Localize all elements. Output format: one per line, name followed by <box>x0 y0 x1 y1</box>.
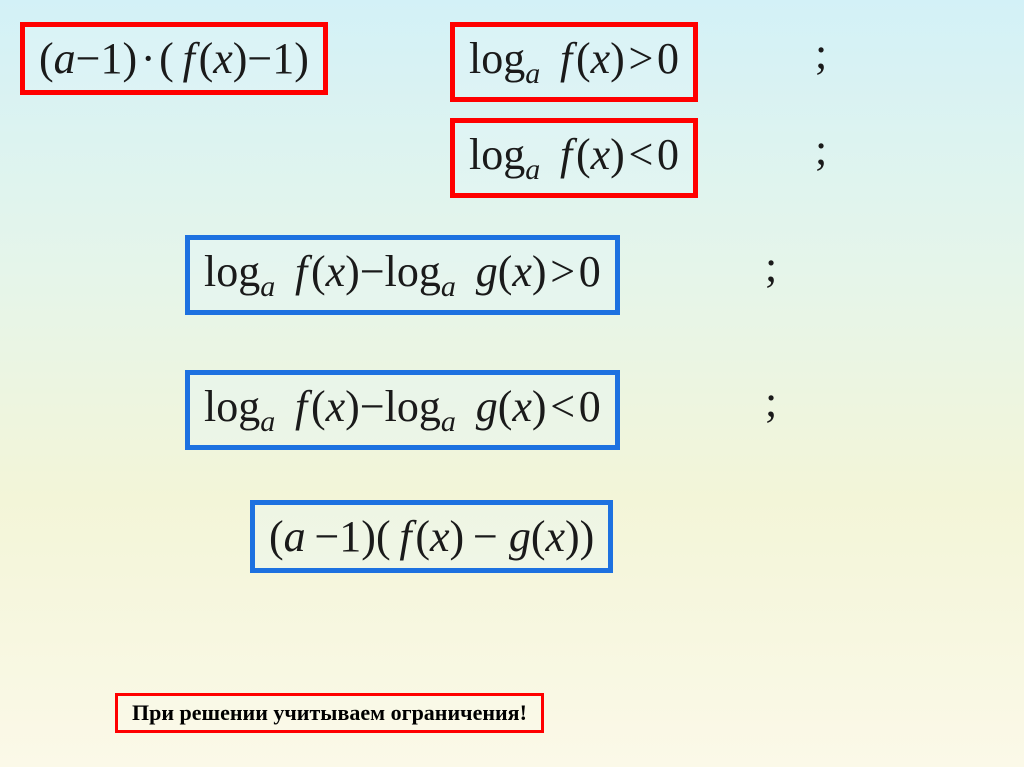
x: x <box>512 247 532 296</box>
minus: − <box>247 34 272 83</box>
a: a <box>284 512 306 561</box>
rp: ) <box>345 382 360 431</box>
gt: > <box>550 247 575 296</box>
a: a <box>54 34 76 83</box>
lp: ( <box>531 512 546 561</box>
formula-box-4: loga f (x)−loga g(x) > 0 <box>185 235 620 315</box>
g: g <box>476 247 498 296</box>
note-box: При решении учитываем ограничения! <box>115 693 544 733</box>
f: f <box>560 34 572 83</box>
zero: 0 <box>657 130 679 179</box>
f: f <box>295 247 307 296</box>
log: log <box>385 247 441 296</box>
one: 1 <box>339 512 361 561</box>
zero: 0 <box>657 34 679 83</box>
dot: · <box>141 34 156 83</box>
x: x <box>213 34 233 83</box>
lp: ( <box>576 130 591 179</box>
lp: ( <box>311 382 326 431</box>
rp: ) <box>122 34 137 83</box>
minus: − <box>473 512 498 561</box>
sub-a: a <box>525 57 540 90</box>
minus: − <box>360 382 385 431</box>
log: log <box>469 130 525 179</box>
rp: ) <box>532 247 547 296</box>
note-text: При решении учитываем ограничения! <box>132 700 527 725</box>
minus: − <box>314 512 339 561</box>
x: x <box>512 382 532 431</box>
log: log <box>385 382 441 431</box>
lp: ( <box>159 34 174 83</box>
rp: ) <box>580 512 595 561</box>
rp: ) <box>610 34 625 83</box>
one: 1 <box>272 34 294 83</box>
minus: − <box>76 34 101 83</box>
lp: ( <box>498 382 513 431</box>
f: f <box>183 34 195 83</box>
log: log <box>204 382 260 431</box>
x: x <box>545 512 565 561</box>
formula-2-suffix: ; <box>815 28 827 79</box>
f: f <box>295 382 307 431</box>
lp: ( <box>269 512 284 561</box>
sub-a: a <box>525 153 540 186</box>
rp: ) <box>565 512 580 561</box>
x: x <box>591 130 611 179</box>
formula-box-3: loga f (x) < 0 <box>450 118 698 198</box>
log: log <box>469 34 525 83</box>
sub-a: a <box>441 405 456 438</box>
x: x <box>326 382 346 431</box>
log: log <box>204 247 260 296</box>
formula-box-2: loga f (x) > 0 <box>450 22 698 102</box>
x: x <box>430 512 450 561</box>
lp: ( <box>311 247 326 296</box>
f: f <box>399 512 411 561</box>
lp: ( <box>498 247 513 296</box>
lp: ( <box>415 512 430 561</box>
lp: ( <box>376 512 391 561</box>
rp: ) <box>345 247 360 296</box>
lp: ( <box>39 34 54 83</box>
lp: ( <box>576 34 591 83</box>
gt: > <box>629 34 654 83</box>
minus: − <box>360 247 385 296</box>
formula-4-suffix: ; <box>765 241 777 292</box>
one: 1 <box>100 34 122 83</box>
lt: < <box>550 382 575 431</box>
sub-a: a <box>260 405 275 438</box>
sub-a: a <box>441 270 456 303</box>
rp: ) <box>233 34 248 83</box>
formula-box-1: (a−1) · ( f (x)−1) <box>20 22 328 95</box>
g: g <box>476 382 498 431</box>
formula-5-suffix: ; <box>765 376 777 427</box>
rp: ) <box>294 34 309 83</box>
formula-box-6: (a −1)( f (x) − g(x)) <box>250 500 613 573</box>
rp: ) <box>450 512 465 561</box>
rp: ) <box>532 382 547 431</box>
lp: ( <box>199 34 214 83</box>
sub-a: a <box>260 270 275 303</box>
g: g <box>509 512 531 561</box>
lt: < <box>629 130 654 179</box>
f: f <box>560 130 572 179</box>
x: x <box>591 34 611 83</box>
rp: ) <box>361 512 376 561</box>
zero: 0 <box>579 382 601 431</box>
zero: 0 <box>579 247 601 296</box>
x: x <box>326 247 346 296</box>
rp: ) <box>610 130 625 179</box>
formula-box-5: loga f (x)−loga g(x) < 0 <box>185 370 620 450</box>
formula-3-suffix: ; <box>815 124 827 175</box>
